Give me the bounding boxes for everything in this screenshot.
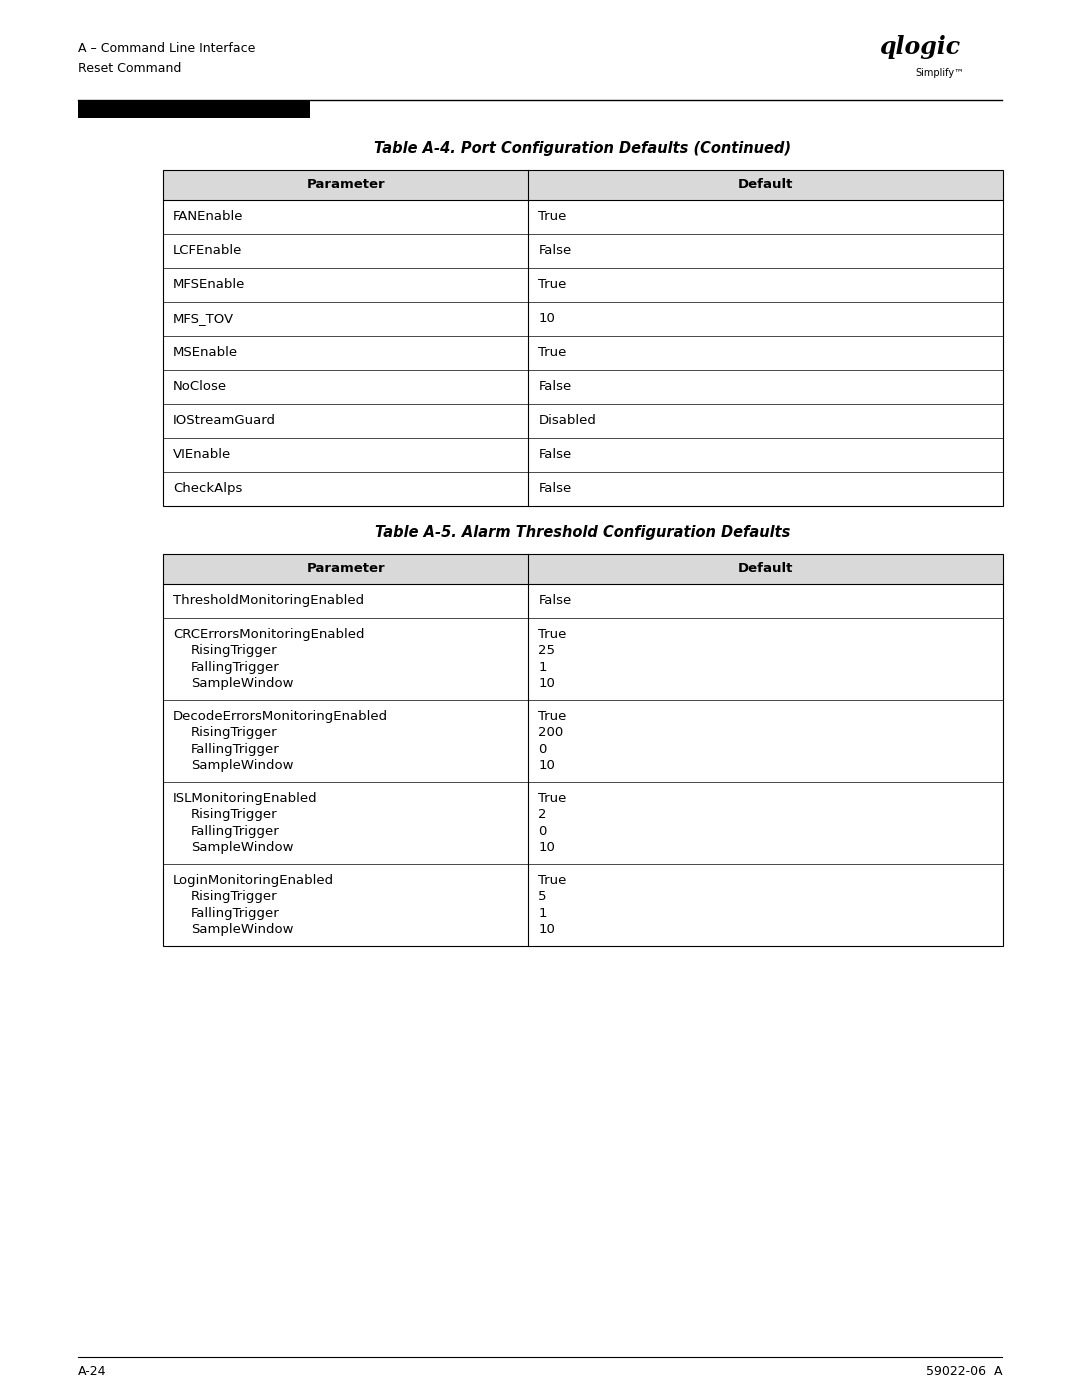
- Text: IOStreamGuard: IOStreamGuard: [173, 414, 276, 426]
- Text: False: False: [539, 243, 571, 257]
- Text: SampleWindow: SampleWindow: [191, 759, 294, 773]
- Text: RisingTrigger: RisingTrigger: [191, 644, 278, 657]
- Text: True: True: [539, 792, 567, 805]
- Text: 10: 10: [539, 841, 555, 854]
- Bar: [78, 101, 310, 117]
- Text: True: True: [539, 627, 567, 641]
- Text: 10: 10: [539, 923, 555, 936]
- Bar: [163, 170, 1003, 200]
- Text: VIEnable: VIEnable: [173, 448, 231, 461]
- Text: NoClose: NoClose: [173, 380, 227, 393]
- Text: MFS_TOV: MFS_TOV: [173, 312, 234, 324]
- Text: RisingTrigger: RisingTrigger: [191, 726, 278, 739]
- Text: Simplify™: Simplify™: [916, 68, 964, 78]
- Text: False: False: [539, 380, 571, 393]
- Text: 10: 10: [539, 678, 555, 690]
- Text: False: False: [539, 482, 571, 495]
- Text: False: False: [539, 594, 571, 606]
- Text: LoginMonitoringEnabled: LoginMonitoringEnabled: [173, 873, 334, 887]
- Text: Default: Default: [738, 563, 794, 576]
- Text: Parameter: Parameter: [307, 179, 384, 191]
- Text: 10: 10: [539, 759, 555, 773]
- Text: Reset Command: Reset Command: [78, 61, 181, 75]
- Text: True: True: [539, 210, 567, 222]
- Text: True: True: [539, 345, 567, 359]
- Text: 0: 0: [539, 743, 546, 756]
- Text: 200: 200: [539, 726, 564, 739]
- Text: 0: 0: [539, 824, 546, 838]
- Text: LCFEnable: LCFEnable: [173, 243, 242, 257]
- Text: 1: 1: [539, 907, 546, 919]
- Text: ISLMonitoringEnabled: ISLMonitoringEnabled: [173, 792, 318, 805]
- Text: A-24: A-24: [78, 1365, 107, 1377]
- Text: 59022-06  A: 59022-06 A: [926, 1365, 1002, 1377]
- Text: FANEnable: FANEnable: [173, 210, 243, 222]
- Text: True: True: [539, 710, 567, 722]
- Bar: [163, 170, 1003, 506]
- Text: SampleWindow: SampleWindow: [191, 841, 294, 854]
- Bar: [163, 555, 1003, 946]
- Text: 5: 5: [539, 890, 546, 904]
- Text: DecodeErrorsMonitoringEnabled: DecodeErrorsMonitoringEnabled: [173, 710, 388, 722]
- Text: 25: 25: [539, 644, 555, 657]
- Text: False: False: [539, 448, 571, 461]
- Text: RisingTrigger: RisingTrigger: [191, 809, 278, 821]
- Text: FallingTrigger: FallingTrigger: [191, 743, 280, 756]
- Text: CRCErrorsMonitoringEnabled: CRCErrorsMonitoringEnabled: [173, 627, 365, 641]
- Text: ThresholdMonitoringEnabled: ThresholdMonitoringEnabled: [173, 594, 364, 606]
- Text: RisingTrigger: RisingTrigger: [191, 890, 278, 904]
- Text: FallingTrigger: FallingTrigger: [191, 907, 280, 919]
- Text: FallingTrigger: FallingTrigger: [191, 824, 280, 838]
- Text: 1: 1: [539, 661, 546, 673]
- Text: Table A-4. Port Configuration Defaults (Continued): Table A-4. Port Configuration Defaults (…: [375, 141, 792, 156]
- Text: A – Command Line Interface: A – Command Line Interface: [78, 42, 255, 54]
- Text: FallingTrigger: FallingTrigger: [191, 661, 280, 673]
- Text: Disabled: Disabled: [539, 414, 596, 426]
- Bar: [163, 555, 1003, 584]
- Text: True: True: [539, 873, 567, 887]
- Text: MFSEnable: MFSEnable: [173, 278, 245, 291]
- Text: Table A-5. Alarm Threshold Configuration Defaults: Table A-5. Alarm Threshold Configuration…: [376, 525, 791, 541]
- Text: SampleWindow: SampleWindow: [191, 678, 294, 690]
- Text: Parameter: Parameter: [307, 563, 384, 576]
- Text: CheckAlps: CheckAlps: [173, 482, 242, 495]
- Text: SampleWindow: SampleWindow: [191, 923, 294, 936]
- Text: 10: 10: [539, 312, 555, 324]
- Text: 2: 2: [539, 809, 546, 821]
- Text: True: True: [539, 278, 567, 291]
- Text: Default: Default: [738, 179, 794, 191]
- Text: qlogic: qlogic: [879, 35, 960, 59]
- Text: MSEnable: MSEnable: [173, 345, 238, 359]
